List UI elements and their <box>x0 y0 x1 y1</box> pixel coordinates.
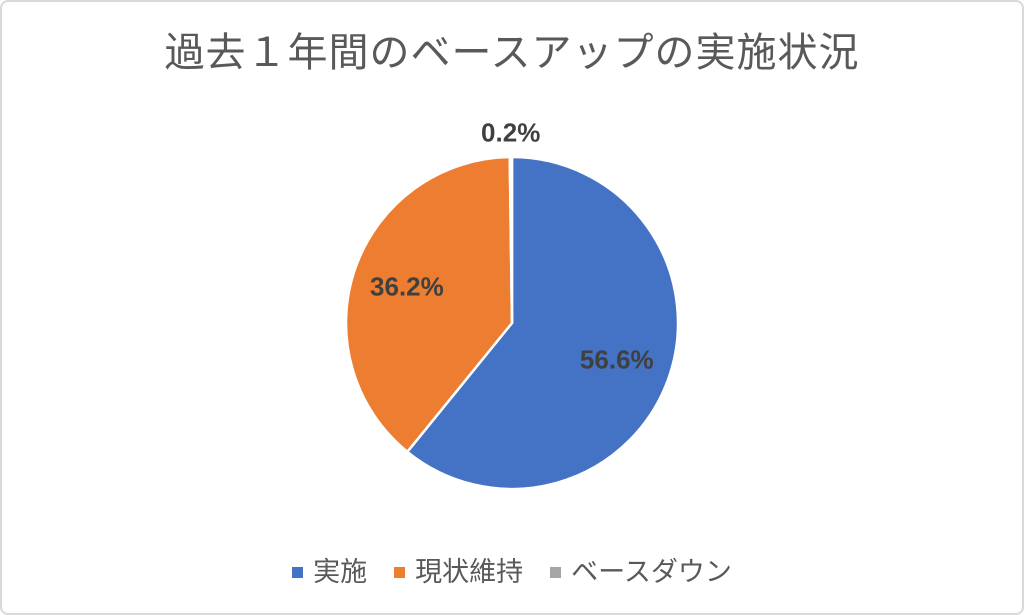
legend-label: 現状維持 <box>415 556 524 587</box>
data-label-3: 0.2% <box>481 117 541 148</box>
legend-label: 実施 <box>313 556 368 587</box>
legend: 実施 現状維持 ベースダウン <box>2 553 1022 591</box>
pie-slice-3 <box>508 155 514 325</box>
data-label-2: 36.2% <box>370 271 444 301</box>
legend-item-1: 実施 <box>292 556 368 587</box>
legend-label: ベースダウン <box>571 556 732 587</box>
legend-marker-icon <box>550 566 562 578</box>
legend-marker-icon <box>292 566 304 578</box>
chart-title: 過去１年間のベースアップの実施状況 <box>164 31 860 75</box>
pie-slice-2 <box>344 155 514 454</box>
data-label-1: 56.6% <box>579 344 654 375</box>
legend-marker-icon <box>394 566 406 578</box>
legend-item-3: ベースダウン <box>550 556 732 587</box>
legend-item-2: 現状維持 <box>394 556 524 587</box>
pie-slice-1 <box>406 155 680 491</box>
